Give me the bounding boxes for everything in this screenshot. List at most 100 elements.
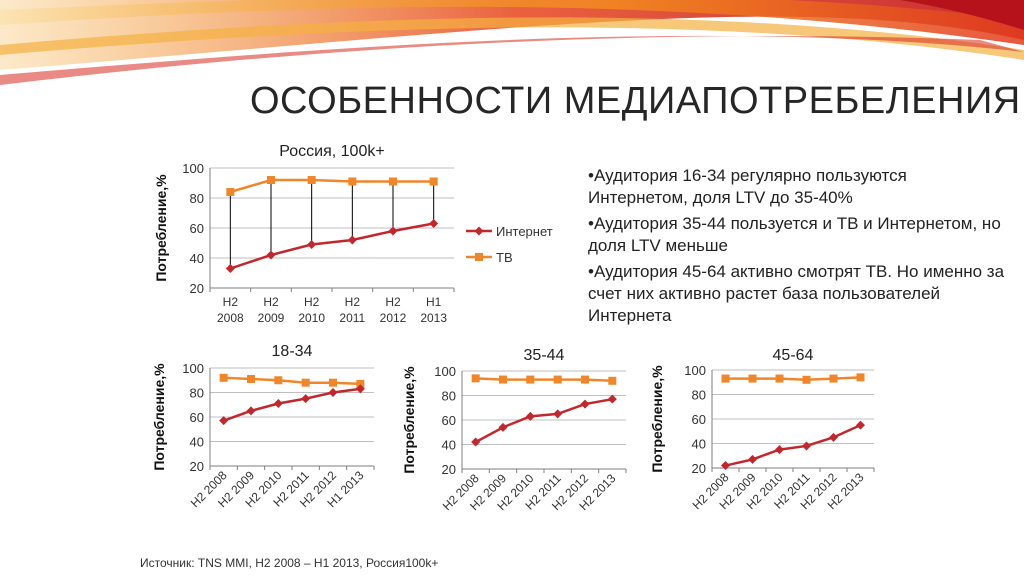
tv-point: [389, 177, 397, 186]
internet-point: [328, 388, 338, 397]
x-tick-label: 2013: [420, 311, 447, 325]
internet-point: [775, 445, 784, 455]
tv-point: [226, 188, 235, 196]
internet-point: [498, 422, 508, 432]
tv-point: [608, 376, 617, 385]
tv-point: [267, 176, 275, 184]
tv-point: [775, 374, 784, 383]
tv-point: [247, 375, 255, 384]
tv-series-line: [475, 377, 613, 383]
y-tick-label: 60: [190, 410, 204, 425]
internet-point: [525, 411, 535, 421]
y-tick-label: 40: [190, 251, 204, 266]
tv-point: [348, 177, 357, 186]
tv-point: [526, 375, 535, 384]
tv-point: [829, 374, 838, 383]
internet-series-line: [475, 397, 613, 444]
x-tick-label: 2011: [339, 311, 365, 325]
internet-point: [802, 441, 811, 451]
tv-point: [581, 375, 589, 384]
legend-label: Интернет: [496, 224, 553, 239]
tv-series-line: [223, 376, 361, 386]
internet-point: [307, 240, 317, 249]
y-tick-label: 20: [692, 461, 706, 476]
x-tick-label: 2009: [258, 311, 285, 325]
x-tick-label: 2008: [217, 311, 244, 325]
y-tick-label: 20: [442, 462, 456, 477]
internet-point: [429, 219, 439, 228]
internet-point: [266, 250, 276, 260]
chart-title: 35-44: [524, 347, 565, 364]
internet-point: [246, 406, 256, 416]
y-tick-label: 40: [442, 438, 456, 453]
legend-tv-marker: [475, 253, 483, 261]
x-tick-label: H1: [426, 295, 442, 309]
internet-point: [273, 399, 283, 409]
x-tick-label: H2: [345, 295, 361, 309]
tv-point: [329, 378, 337, 387]
internet-point: [219, 416, 229, 426]
tv-point: [301, 378, 310, 387]
chart-title: 45-64: [773, 347, 814, 364]
internet-point: [471, 437, 481, 447]
tv-point: [748, 374, 757, 383]
tv-series-line: [229, 178, 434, 194]
tv-point: [219, 373, 228, 382]
y-tick-label: 100: [182, 161, 204, 176]
bullet-item: •Аудитория 45-64 активно смотрят ТВ. Но …: [588, 262, 1005, 325]
internet-point: [355, 384, 365, 394]
x-tick-label: H2: [385, 295, 401, 309]
internet-point: [225, 264, 235, 273]
tv-point: [307, 176, 316, 184]
x-tick-label: H2: [263, 295, 279, 309]
internet-point: [829, 432, 838, 442]
y-tick-label: 60: [442, 413, 456, 428]
tv-point: [356, 379, 365, 388]
internet-point: [607, 394, 617, 404]
bullet-item: •Аудитория 16-34 регулярно пользуются Ин…: [588, 166, 907, 207]
internet-point: [301, 394, 311, 404]
internet-series-line: [223, 387, 361, 422]
y-tick-label: 20: [190, 459, 204, 474]
tv-point: [429, 177, 438, 186]
tv-point: [471, 374, 480, 383]
y-tick-label: 60: [692, 412, 706, 427]
tv-point: [274, 376, 283, 385]
y-tick-label: 100: [182, 361, 204, 376]
internet-point: [347, 235, 357, 245]
tv-point: [553, 375, 562, 384]
bullet-list: •Аудитория 16-34 регулярно пользуются Ин…: [588, 165, 1008, 331]
chart-title: Россия, 100k+: [279, 143, 384, 160]
x-tick-label: H2: [223, 295, 239, 309]
legend-label: ТВ: [496, 250, 513, 265]
y-tick-label: 80: [190, 386, 204, 401]
y-tick-label: 100: [434, 364, 456, 379]
internet-point: [721, 461, 730, 471]
y-tick-label: 60: [190, 221, 204, 236]
chart-title: 18-34: [272, 343, 313, 360]
slide-title: ОСОБЕННОСТИ МЕДИАПОТРЕБЕЛЕНИЯ: [250, 80, 1021, 122]
y-axis-label: Потребление,%: [649, 365, 665, 473]
source-note: Источник: TNS MMI, H2 2008 – H1 2013, Ро…: [140, 556, 439, 570]
legend-internet-marker: [474, 226, 484, 236]
tv-point: [802, 375, 811, 384]
y-axis-label: Потребление,%: [401, 366, 417, 474]
y-tick-label: 40: [190, 435, 204, 450]
x-tick-label: H2: [304, 295, 320, 309]
y-tick-label: 80: [442, 389, 456, 404]
internet-point: [748, 454, 757, 464]
y-tick-label: 80: [692, 388, 706, 403]
y-tick-label: 80: [190, 191, 204, 206]
y-tick-label: 20: [190, 281, 204, 296]
tv-point: [721, 374, 730, 383]
x-tick-label: 2012: [380, 311, 407, 325]
internet-point: [553, 409, 563, 419]
tv-point: [499, 375, 507, 384]
y-tick-label: 40: [692, 437, 706, 452]
tv-series-line: [725, 376, 861, 382]
y-tick-label: 100: [684, 363, 706, 378]
y-axis-label: Потребление,%: [151, 363, 167, 471]
x-tick-label: 2010: [298, 311, 325, 325]
